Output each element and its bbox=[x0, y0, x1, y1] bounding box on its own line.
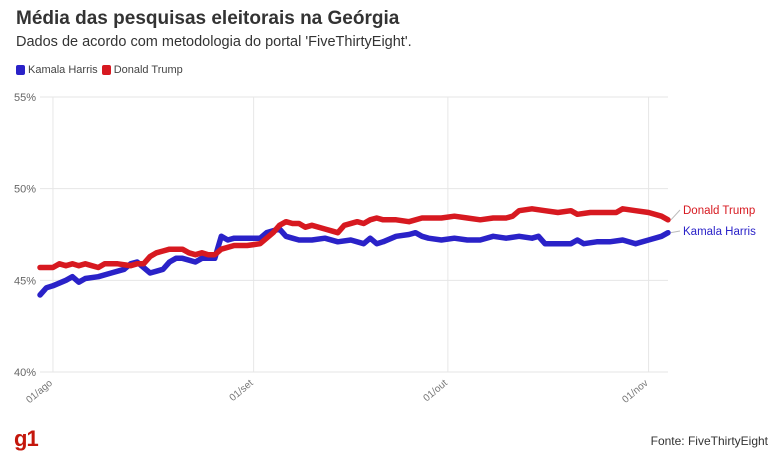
legend-swatch-trump bbox=[101, 65, 111, 75]
y-tick-label: 50% bbox=[14, 184, 36, 196]
legend-item-harris: Kamala Harris bbox=[16, 64, 98, 76]
y-tick-label: 55% bbox=[14, 92, 36, 104]
g1-logo: g1 bbox=[14, 426, 39, 451]
legend-swatch-harris bbox=[16, 65, 25, 75]
chart-title: Média das pesquisas eleitorais na Geórgi… bbox=[16, 8, 400, 29]
legend: Kamala Harris Donald Trump bbox=[16, 64, 187, 76]
end-label-leader bbox=[670, 230, 681, 234]
series-line bbox=[37, 206, 671, 271]
y-tick-label: 40% bbox=[14, 367, 36, 379]
legend-label-harris: Kamala Harris bbox=[28, 64, 98, 76]
series-end-label: Kamala Harris bbox=[683, 226, 756, 238]
x-tick-label: 01/set bbox=[228, 378, 256, 404]
legend-item-trump: Donald Trump bbox=[101, 64, 183, 76]
y-tick-label: 45% bbox=[14, 275, 36, 287]
source-note: Fonte: FiveThirtyEight bbox=[650, 434, 768, 448]
x-tick-label: 01/nov bbox=[620, 378, 650, 406]
x-tick-label: 01/ago bbox=[24, 378, 55, 406]
series-end-label: Donald Trump bbox=[683, 205, 755, 217]
legend-label-trump: Donald Trump bbox=[113, 64, 183, 76]
chart-subtitle: Dados de acordo com metodologia do porta… bbox=[16, 34, 412, 50]
x-tick-label: 01/out bbox=[421, 378, 450, 404]
end-label-leader bbox=[670, 209, 681, 221]
